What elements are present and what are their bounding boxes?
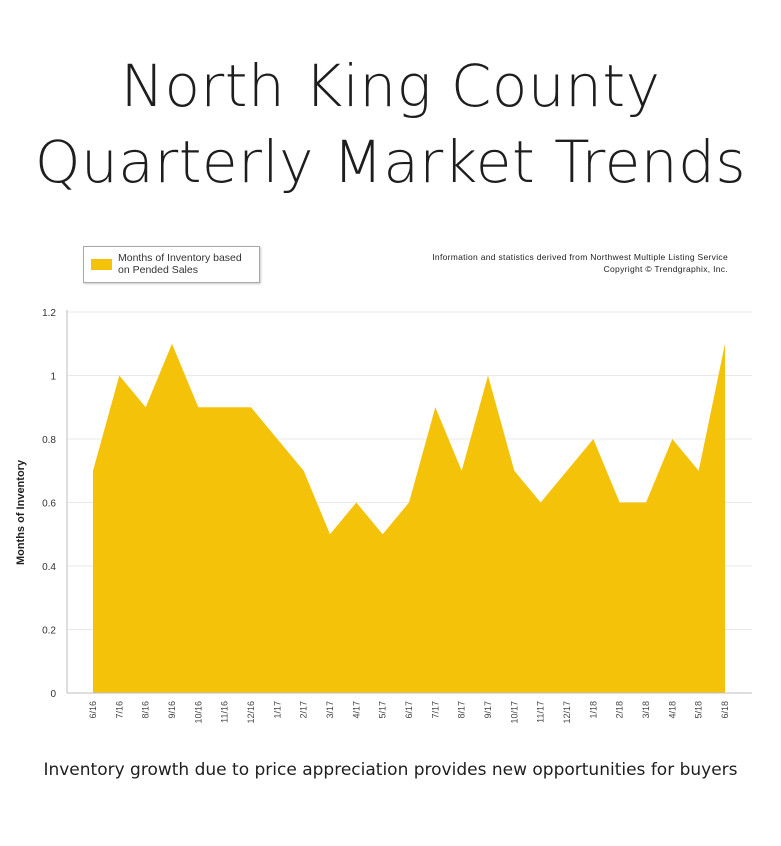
x-tick-label: 3/17	[325, 701, 335, 719]
source-note: Information and statistics derived from …	[432, 251, 728, 275]
page-title-line-2: Quarterly Market Trends	[34, 128, 747, 196]
x-tick-labels: 6/16 7/16 8/16 9/16 10/16 11/16 12/16 1/17 2/17 3…	[88, 701, 730, 724]
y-tick-labels: 0 0.2 0.4 0.6 0.8 1 1.2	[42, 308, 56, 700]
x-tick-label: 10/16	[193, 701, 203, 724]
x-tick-label: 5/18	[694, 701, 704, 719]
y-tick-label: 0.2	[42, 626, 56, 637]
legend-label: Months of Inventory based on Pended Sale…	[118, 252, 242, 276]
x-tick-label: 6/18	[720, 701, 730, 719]
series-area	[93, 343, 725, 693]
x-tick-label: 11/17	[536, 701, 546, 723]
y-axis-label: Months of Inventory	[15, 459, 27, 565]
area-chart: 0 0.2 0.4 0.6 0.8 1 1.2 6/16 7/16 8/16 9/16 10/16 1…	[15, 308, 752, 724]
x-tick-label: 1/17	[272, 701, 282, 719]
x-tick-label: 6/17	[404, 701, 414, 719]
x-tick-label: 9/17	[483, 701, 493, 719]
y-tick-label: 0.8	[42, 435, 56, 446]
x-tick-label: 8/17	[457, 701, 467, 719]
x-tick-label: 2/17	[299, 701, 309, 719]
x-tick-label: 9/16	[167, 701, 177, 719]
data-area	[92, 343, 726, 693]
source-line-1: Information and statistics derived from …	[432, 252, 728, 262]
x-tick-label: 5/17	[378, 701, 388, 719]
x-tick-label: 11/16	[220, 701, 230, 723]
x-tick-label: 8/16	[141, 701, 151, 719]
legend-swatch	[91, 259, 112, 270]
caption: Inventory growth due to price appreciati…	[43, 760, 738, 780]
x-tick-label: 10/17	[509, 701, 519, 724]
x-tick-label: 7/16	[114, 701, 124, 719]
y-tick-label: 0.4	[42, 562, 56, 573]
x-tick-label: 2/18	[615, 701, 625, 719]
chart-legend: Months of Inventory based on Pended Sale…	[83, 246, 260, 283]
y-tick-label: 0.6	[42, 499, 56, 510]
x-tick-label: 1/18	[588, 701, 598, 719]
y-tick-label: 0	[50, 689, 56, 700]
x-tick-label: 4/17	[351, 701, 361, 719]
x-tick-label: 12/17	[562, 701, 572, 724]
axes	[66, 310, 752, 694]
x-tick-label: 6/16	[88, 701, 98, 719]
page-title-line-1: North King County	[120, 52, 661, 120]
x-tick-label: 12/16	[246, 701, 256, 724]
source-line-2: Copyright © Trendgraphix, Inc.	[603, 264, 728, 274]
x-tick-label: 7/17	[430, 701, 440, 719]
x-tick-label: 3/18	[641, 701, 651, 719]
y-tick-label: 1.2	[42, 308, 56, 319]
x-tick-label: 4/18	[667, 701, 677, 719]
y-tick-label: 1	[50, 372, 56, 383]
